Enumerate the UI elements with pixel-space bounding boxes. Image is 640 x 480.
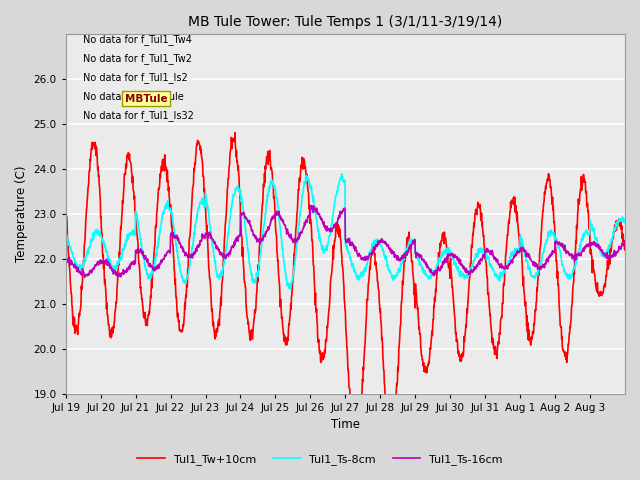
Text: No data for f_Tul1_Tw4: No data for f_Tul1_Tw4 — [83, 34, 192, 45]
Tul1_Ts-8cm — [62, 236, 70, 241]
Tul1_Tw+10cm — [149, 265, 157, 271]
Tul1_Ts-8cm — [559, 264, 567, 270]
Tul1_Tw+10cm — [614, 220, 622, 226]
Tul1_Ts-16cm — [614, 249, 622, 254]
Legend: Tul1_Tw+10cm, Tul1_Ts-8cm, Tul1_Ts-16cm: Tul1_Tw+10cm, Tul1_Ts-8cm, Tul1_Ts-16cm — [132, 450, 508, 469]
Tul1_Tw+10cm — [231, 130, 239, 136]
Tul1_Ts-8cm — [286, 286, 294, 291]
Tul1_Ts-16cm — [150, 264, 157, 270]
Y-axis label: Temperature (C): Temperature (C) — [15, 166, 28, 263]
Tul1_Ts-8cm — [331, 199, 339, 204]
Tul1_Ts-8cm — [338, 171, 346, 177]
Tul1_Ts-16cm — [81, 275, 88, 280]
Tul1_Tw+10cm — [331, 238, 339, 244]
Tul1_Tw+10cm — [62, 198, 70, 204]
Tul1_Ts-16cm — [621, 239, 628, 245]
Text: No data for f_Tul1_Is2: No data for f_Tul1_Is2 — [83, 72, 188, 83]
Tul1_Ts-16cm — [62, 261, 70, 267]
Tul1_Tw+10cm — [352, 449, 360, 455]
Tul1_Tw+10cm — [559, 347, 567, 353]
Line: Tul1_Ts-16cm: Tul1_Ts-16cm — [66, 205, 625, 277]
Tul1_Ts-8cm — [477, 249, 485, 254]
Tul1_Ts-16cm — [559, 244, 567, 250]
Tul1_Ts-16cm — [332, 223, 339, 228]
Tul1_Tw+10cm — [621, 247, 628, 253]
Tul1_Ts-16cm — [321, 223, 328, 228]
Tul1_Ts-8cm — [149, 265, 157, 271]
Tul1_Tw+10cm — [477, 210, 485, 216]
Text: No data for f_Tul1_Tw2: No data for f_Tul1_Tw2 — [83, 53, 192, 64]
Text: MBTule: MBTule — [125, 94, 168, 104]
Tul1_Ts-8cm — [621, 218, 628, 224]
Tul1_Ts-16cm — [307, 203, 315, 208]
Title: MB Tule Tower: Tule Temps 1 (3/1/11-3/19/14): MB Tule Tower: Tule Temps 1 (3/1/11-3/19… — [188, 15, 502, 29]
Tul1_Ts-8cm — [614, 218, 622, 224]
Line: Tul1_Tw+10cm: Tul1_Tw+10cm — [66, 133, 625, 452]
Tul1_Ts-16cm — [477, 257, 485, 263]
Tul1_Tw+10cm — [321, 355, 328, 360]
Text: No data for f_Tul1_Is32: No data for f_Tul1_Is32 — [83, 110, 194, 121]
X-axis label: Time: Time — [331, 419, 360, 432]
Line: Tul1_Ts-8cm: Tul1_Ts-8cm — [66, 174, 625, 288]
Tul1_Ts-8cm — [321, 248, 328, 253]
Text: No data for f_MBTule: No data for f_MBTule — [83, 91, 184, 102]
